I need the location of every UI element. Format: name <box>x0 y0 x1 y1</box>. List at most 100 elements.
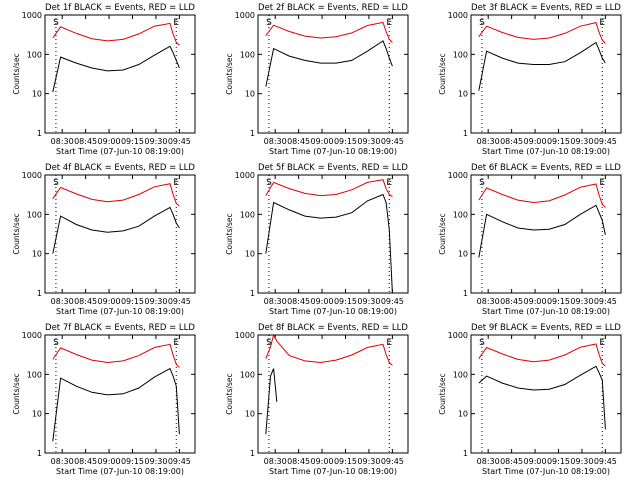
x-tick-label: 09:45 <box>381 297 404 306</box>
interval-marker-end: E <box>599 338 605 348</box>
panel-title: Det 4f BLACK = Events, RED = LLD <box>45 163 195 173</box>
interval-marker-end: E <box>173 338 179 348</box>
y-tick-label: 1000 <box>448 331 468 340</box>
y-tick-label: 1000 <box>22 171 42 180</box>
interval-marker-start: S <box>53 338 59 348</box>
plot-frame <box>44 334 196 454</box>
y-tick-label: 100 <box>240 370 255 379</box>
series-lld <box>265 21 393 43</box>
plot-frame <box>44 14 196 134</box>
x-tick-label: 09:30 <box>357 297 380 306</box>
x-tick-label: 08:30 <box>51 457 74 466</box>
interval-marker-start: S <box>53 18 59 28</box>
x-tick-label: 08:30 <box>51 297 74 306</box>
series-events <box>52 45 180 93</box>
y-tick-label: 1 <box>37 289 42 298</box>
interval-marker-start: S <box>266 178 272 188</box>
x-tick-label: 09:00 <box>524 137 547 146</box>
x-tick-label: 09:45 <box>594 137 617 146</box>
interval-marker-end: E <box>599 18 605 28</box>
series-lld <box>478 22 606 44</box>
panel-det-4: Det 4f BLACK = Events, RED = LLD 1 10 100 10… <box>12 163 196 316</box>
interval-marker-end: E <box>599 178 605 188</box>
plot-frame <box>470 334 622 454</box>
series-lld <box>52 183 180 207</box>
x-tick-label: 08:45 <box>500 137 523 146</box>
y-tick-label: 1 <box>250 289 255 298</box>
x-tick-label: 09:15 <box>547 297 570 306</box>
series-events <box>265 40 393 87</box>
x-axis-label: Start Time (07-Jun-10 08:19:00) <box>269 147 397 156</box>
x-tick-label: 09:00 <box>311 297 334 306</box>
x-axis-label: Start Time (07-Jun-10 08:19:00) <box>269 467 397 476</box>
series-events <box>265 193 393 294</box>
plot-frame <box>44 174 196 294</box>
plot-frame <box>257 14 409 134</box>
x-axis-label: Start Time (07-Jun-10 08:19:00) <box>56 307 184 316</box>
x-tick-label: 08:45 <box>287 457 310 466</box>
x-tick-label: 08:45 <box>74 297 97 306</box>
y-axis-label: Counts/sec <box>438 53 447 94</box>
x-tick-label: 09:00 <box>524 297 547 306</box>
y-tick-label: 1000 <box>235 331 255 340</box>
y-axis-label: Counts/sec <box>225 373 234 414</box>
x-tick-label: 08:45 <box>287 297 310 306</box>
x-tick-label: 09:45 <box>168 137 191 146</box>
x-tick-label: 09:45 <box>381 457 404 466</box>
y-tick-label: 10 <box>458 250 468 259</box>
y-tick-label: 100 <box>453 370 468 379</box>
panel-det-2: Det 2f BLACK = Events, RED = LLD 1 10 100 10… <box>225 3 409 156</box>
x-tick-label: 09:00 <box>311 457 334 466</box>
series-lld <box>478 183 606 208</box>
x-tick-label: 09:30 <box>570 457 593 466</box>
panel-title: Det 3f BLACK = Events, RED = LLD <box>471 3 621 13</box>
x-tick-label: 08:45 <box>74 457 97 466</box>
y-tick-label: 10 <box>458 410 468 419</box>
panel-title: Det 5f BLACK = Events, RED = LLD <box>258 163 408 173</box>
series-lld <box>265 179 393 198</box>
y-tick-label: 1000 <box>22 331 42 340</box>
x-tick-label: 08:45 <box>500 457 523 466</box>
x-tick-label: 08:45 <box>74 137 97 146</box>
panel-det-5: Det 5f BLACK = Events, RED = LLD 1 10 100 10… <box>225 163 409 316</box>
y-tick-label: 1 <box>37 129 42 138</box>
x-axis-label: Start Time (07-Jun-10 08:19:00) <box>482 147 610 156</box>
interval-marker-end: E <box>173 18 179 28</box>
x-tick-label: 08:30 <box>477 137 500 146</box>
y-axis-label: Counts/sec <box>438 213 447 254</box>
interval-marker-end: E <box>173 178 179 188</box>
interval-marker-start: S <box>479 18 485 28</box>
panel-title: Det 6f BLACK = Events, RED = LLD <box>471 163 621 173</box>
interval-marker-end: E <box>386 338 392 348</box>
y-tick-label: 100 <box>453 210 468 219</box>
x-axis-label: Start Time (07-Jun-10 08:19:00) <box>269 307 397 316</box>
y-axis-label: Counts/sec <box>438 373 447 414</box>
y-tick-label: 1000 <box>22 11 42 20</box>
x-tick-label: 09:00 <box>311 137 334 146</box>
x-tick-label: 09:00 <box>98 137 121 146</box>
x-tick-label: 09:45 <box>594 297 617 306</box>
x-tick-label: 09:15 <box>547 457 570 466</box>
panel-det-3: Det 3f BLACK = Events, RED = LLD 1 10 100 10… <box>438 3 622 156</box>
series-events <box>478 41 606 91</box>
x-tick-label: 09:45 <box>381 137 404 146</box>
plot-frame <box>470 14 622 134</box>
x-tick-label: 08:30 <box>477 297 500 306</box>
panel-title: Det 2f BLACK = Events, RED = LLD <box>258 3 408 13</box>
interval-marker-start: S <box>266 338 272 348</box>
x-tick-label: 09:15 <box>121 137 144 146</box>
x-tick-label: 09:30 <box>144 297 167 306</box>
y-axis-label: Counts/sec <box>12 213 21 254</box>
x-tick-label: 09:30 <box>570 137 593 146</box>
x-tick-label: 09:15 <box>547 137 570 146</box>
x-tick-label: 09:15 <box>334 457 357 466</box>
y-tick-label: 100 <box>240 210 255 219</box>
y-tick-label: 1 <box>463 129 468 138</box>
x-tick-label: 08:45 <box>287 137 310 146</box>
x-tick-label: 08:30 <box>264 137 287 146</box>
plot-frame <box>257 174 409 294</box>
panel-det-8: Det 8f BLACK = Events, RED = LLD 1 10 100 10… <box>225 323 409 476</box>
y-tick-label: 100 <box>27 210 42 219</box>
y-axis-label: Counts/sec <box>225 213 234 254</box>
